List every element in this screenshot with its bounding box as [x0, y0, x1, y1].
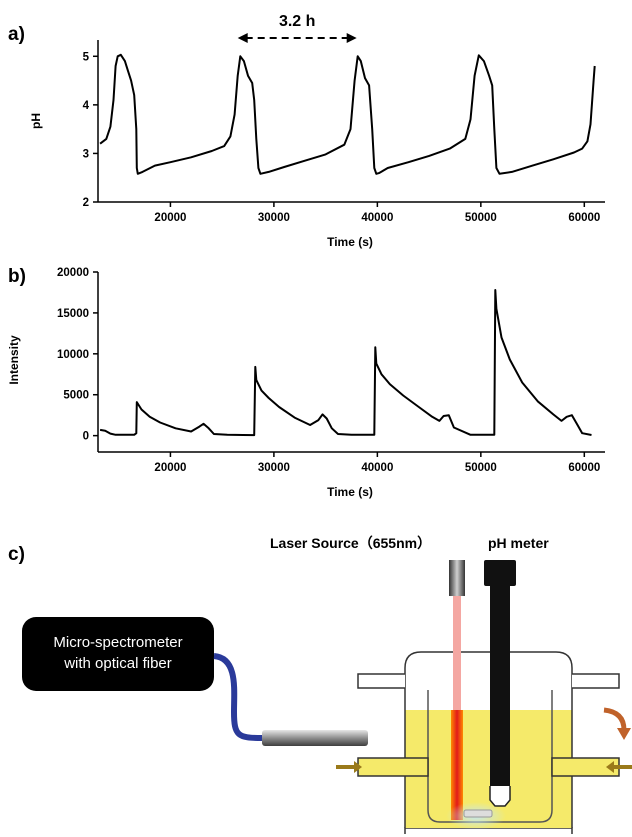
- spectrometer-label-line1: Micro-spectrometer: [53, 634, 182, 651]
- panel-c-letter: c): [8, 544, 25, 565]
- y-tick-label: 0: [83, 431, 89, 443]
- optical-fiber-cable: [213, 653, 263, 741]
- y-tick-label: 3: [83, 148, 89, 160]
- reactor-bottom: [404, 827, 573, 834]
- laser-source: [449, 560, 465, 596]
- ph-meter-probe: [490, 586, 510, 786]
- series-intensity-line: [99, 289, 592, 437]
- y-tick-label: 5: [83, 51, 90, 63]
- apparatus-diagram: Laser Source（655nm） pH meter Micro-spect…: [22, 535, 632, 834]
- x-axis-title: Time (s): [327, 485, 373, 499]
- y-axis-title: Intensity: [7, 335, 21, 385]
- x-tick-label: 40000: [361, 212, 393, 224]
- panel-a-letter: a): [8, 24, 25, 45]
- x-tick-label: 60000: [568, 212, 600, 224]
- series-ph-line: [99, 53, 596, 175]
- x-tick-label: 30000: [258, 462, 290, 474]
- laser-beam-in-solution: [451, 710, 463, 820]
- x-tick-label: 20000: [154, 212, 186, 224]
- micro-spectrometer-box: [22, 617, 214, 691]
- x-tick-label: 40000: [361, 462, 393, 474]
- x-axis-title: Time (s): [327, 235, 373, 249]
- ph-meter-head: [484, 560, 516, 586]
- y-tick-label: 10000: [57, 349, 89, 361]
- stir-bar: [463, 809, 493, 818]
- y-axis-title: pH: [29, 113, 43, 129]
- y-tick-label: 20000: [57, 267, 89, 279]
- panel-b-letter: b): [8, 266, 26, 287]
- x-tick-label: 60000: [568, 462, 600, 474]
- spectrometer-label-line2: with optical fiber: [63, 655, 172, 672]
- x-tick-label: 50000: [465, 462, 497, 474]
- y-tick-label: 2: [83, 197, 89, 209]
- ph-electrode-tip: [489, 786, 511, 807]
- laser-source-label: Laser Source（655nm）: [270, 535, 431, 551]
- period-label: 3.2 h: [279, 13, 315, 30]
- arrow-head-left: [237, 33, 248, 43]
- fiber-probe-rod: [262, 730, 368, 746]
- y-tick-label: 5000: [63, 390, 89, 402]
- upper-left-tube: [357, 673, 405, 689]
- y-tick-label: 15000: [57, 308, 89, 320]
- lower-left-tube: [357, 757, 429, 777]
- chart-b: 0 5000 10000 15000 20000 20000 30000 40000 5000…: [7, 267, 605, 499]
- x-tick-label: 50000: [465, 212, 497, 224]
- ph-meter-label: pH meter: [488, 535, 549, 551]
- arrow-head-right: [346, 33, 357, 43]
- x-tick-label: 20000: [154, 462, 186, 474]
- reactor-upper-jacket: [404, 651, 573, 710]
- x-tick-label: 30000: [258, 212, 290, 224]
- outflow-arrow: [603, 707, 627, 731]
- chart-a: 2 3 4 5 20000 30000 40000 50000 60000 pH Time (…: [29, 13, 605, 249]
- period-annotation: 3.2 h: [237, 13, 357, 43]
- y-tick-label: 4: [83, 100, 90, 112]
- upper-right-tube: [572, 673, 620, 689]
- laser-beam: [453, 596, 461, 710]
